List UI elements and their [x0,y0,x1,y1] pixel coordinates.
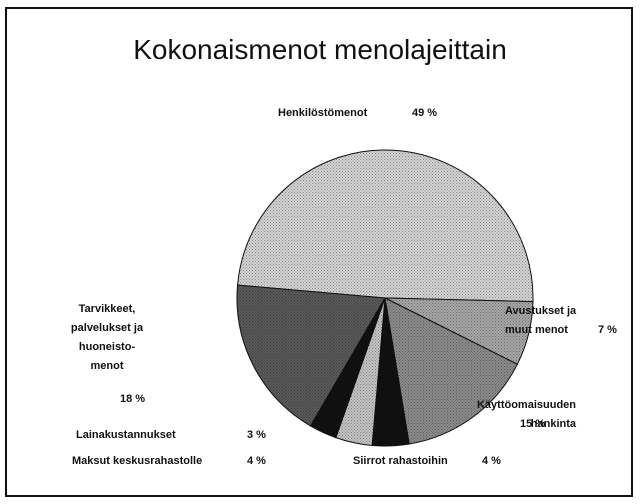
value-label: 49 % [412,107,438,119]
slice-label: Käyttöomaisuuden hankinta [476,399,576,430]
value-label: 7 % [598,324,617,336]
value-label: 15 % [520,418,546,430]
slice-label: Henkilöstömenot [278,107,368,119]
slice-label: Maksut keskusrahastolle [72,455,203,467]
chart-title: Kokonaismenot menolajeittain [133,34,507,65]
value-label: 3 % [247,429,266,441]
pie [236,149,534,447]
value-label: 18 % [120,393,146,405]
slice-label: Tarvikkeet, palvelukset ja huoneisto- me… [70,303,144,372]
value-label: 4 % [247,455,266,467]
pie-texture [335,298,385,446]
pie-texture [310,298,385,438]
frame [5,7,633,497]
pie-texture [237,285,385,426]
pie-texture [372,298,410,446]
pie-texture [237,150,533,302]
value-label: 4 % [482,455,501,467]
pie-texture [385,298,518,445]
pie-texture [385,298,533,365]
slice-label: Lainakustannukset [76,429,176,441]
slice-label: Avustukset ja muut menot [505,305,577,336]
slice-label: Siirrot rahastoihin [353,455,448,467]
